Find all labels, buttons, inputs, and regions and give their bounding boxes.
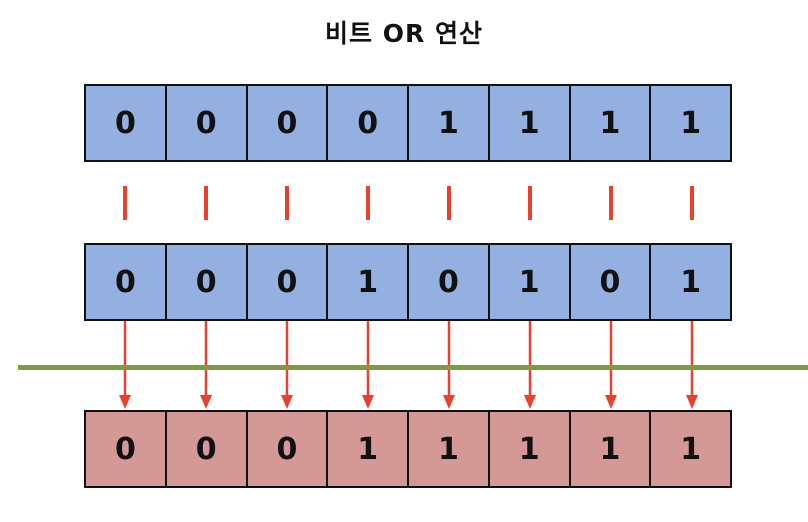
operand-b-bit: 1 [649, 243, 732, 321]
operand-b-row: 0 0 0 1 0 1 0 1 [84, 243, 732, 321]
result-bit: 0 [84, 410, 167, 488]
result-bit: 1 [487, 410, 571, 488]
or-operator-symbol [570, 186, 651, 226]
result-divider-line [18, 365, 808, 370]
operand-a-bit: 0 [326, 84, 409, 162]
down-arrow-icon [408, 321, 489, 411]
or-operator-symbol [246, 186, 327, 226]
down-arrow-icon [651, 321, 732, 411]
operand-b-bit: 0 [568, 243, 652, 321]
operand-b-bit: 0 [164, 243, 248, 321]
result-bit: 0 [164, 410, 248, 488]
diagram-title: 비트 OR 연산 [325, 19, 483, 48]
down-arrow-icon [489, 321, 570, 411]
or-operator-symbol [165, 186, 246, 226]
operand-a-bit: 0 [245, 84, 329, 162]
operand-b-bit: 0 [407, 243, 490, 321]
result-row: 0 0 0 1 1 1 1 1 [84, 410, 732, 488]
operand-a-bit: 1 [407, 84, 490, 162]
operand-a-bit: 0 [164, 84, 248, 162]
result-bit: 1 [326, 410, 409, 488]
operand-b-bit: 0 [245, 243, 329, 321]
or-operator-symbol [84, 186, 165, 226]
down-arrow-icon [327, 321, 408, 411]
operand-a-bit: 1 [568, 84, 652, 162]
result-bit: 1 [407, 410, 490, 488]
operand-a-row: 0 0 0 0 1 1 1 1 [84, 84, 732, 162]
or-operator-symbol [489, 186, 570, 226]
down-arrow-icon [246, 321, 327, 411]
operand-a-bit: 1 [649, 84, 732, 162]
or-operator-symbol [327, 186, 408, 226]
operand-a-bit: 1 [487, 84, 571, 162]
down-arrow-icon [570, 321, 651, 411]
result-arrows [84, 321, 732, 411]
down-arrow-icon [84, 321, 165, 411]
or-operator-symbol [408, 186, 489, 226]
result-bit: 1 [649, 410, 732, 488]
operand-b-bit: 0 [84, 243, 167, 321]
down-arrow-icon [165, 321, 246, 411]
or-operator-row [84, 186, 732, 226]
operand-b-bit: 1 [326, 243, 409, 321]
result-bit: 1 [568, 410, 652, 488]
result-bit: 0 [245, 410, 329, 488]
operand-b-bit: 1 [487, 243, 571, 321]
operand-a-bit: 0 [84, 84, 167, 162]
or-operator-symbol [651, 186, 732, 226]
